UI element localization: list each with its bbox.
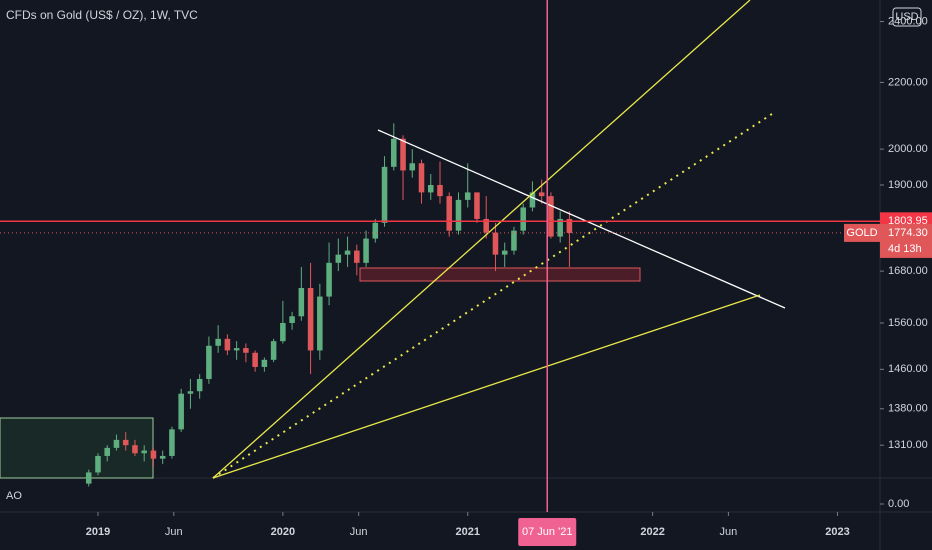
crosshair-label-box: [518, 518, 577, 546]
trend-line: [212, 294, 761, 479]
candle-body: [483, 218, 489, 233]
candle-body: [159, 455, 166, 459]
y-tick-label: 1900.00: [888, 179, 928, 191]
candle-body: [427, 185, 434, 193]
currency[interactable]: USD: [895, 11, 918, 23]
trend-line: [377, 129, 786, 309]
candle-body: [566, 218, 573, 233]
x-tick-label: Jun: [720, 526, 738, 538]
candle-body: [261, 359, 268, 367]
candle-body: [307, 287, 314, 351]
y-tick-label: 2400.00: [888, 15, 928, 27]
countdown-label: 4d 13h: [888, 243, 922, 255]
candle-body: [233, 348, 240, 351]
candle-body: [400, 138, 406, 171]
x-tick-label: 2019: [86, 526, 110, 538]
candle-body: [529, 192, 536, 208]
support-zone: [359, 267, 641, 282]
last-price-label: 1774.30: [888, 227, 928, 239]
candle-body: [206, 345, 212, 379]
candle-body: [354, 250, 360, 263]
candle-body: [122, 439, 129, 446]
candle-body: [344, 250, 351, 255]
candle-body: [85, 472, 92, 484]
candle-body: [474, 192, 480, 219]
candle-body: [492, 232, 499, 255]
candle-body: [548, 196, 554, 237]
candle-body: [224, 338, 231, 351]
candle-body: [455, 199, 462, 231]
candle-body: [381, 166, 388, 223]
candle-body: [464, 192, 471, 200]
candle-body: [169, 429, 175, 456]
candle-body: [243, 348, 249, 353]
x-tick-label: Jun: [165, 526, 183, 538]
x-tick-label: Jun: [350, 526, 368, 538]
candle-body: [132, 445, 138, 454]
last-price-box: [880, 223, 932, 258]
candle-body: [372, 222, 379, 239]
candle-body: [446, 196, 453, 231]
candle-body: [215, 338, 221, 346]
candle-body: [391, 138, 397, 167]
range-box: [0, 417, 154, 479]
candle-body: [501, 250, 508, 255]
candle-body: [270, 341, 277, 360]
x-tick-label: 2020: [271, 526, 295, 538]
y-tick-label: 1560.00: [888, 317, 928, 329]
candle-body: [187, 391, 194, 394]
candle-body: [363, 238, 369, 263]
candle-body: [538, 192, 545, 197]
candle-body: [317, 296, 323, 351]
candle-body: [557, 218, 563, 237]
symbol-label: GOLD: [846, 227, 877, 239]
y-tick-label: 1680.00: [888, 265, 928, 277]
currency-box[interactable]: [892, 7, 922, 27]
candle-body: [196, 378, 203, 392]
candle-body: [95, 455, 101, 473]
candle-body: [178, 393, 184, 430]
y-tick-label: 1460.00: [888, 363, 928, 375]
candle-body: [326, 262, 332, 297]
x-tick-label: 2021: [455, 526, 479, 538]
symbol-box: [844, 223, 880, 242]
candle-body: [298, 287, 305, 317]
candle-body: [141, 450, 147, 454]
candle-body: [335, 254, 342, 263]
candle-body: [511, 230, 517, 251]
chart-title: CFDs on Gold (US$ / OZ), 1W, TVC: [6, 8, 198, 22]
candle-body: [150, 450, 157, 459]
candle-body: [280, 322, 286, 342]
x-tick-label: 2022: [640, 526, 664, 538]
candle-body: [409, 163, 416, 171]
indicator-tick-label: 0.00: [888, 498, 909, 510]
candle-body: [113, 439, 120, 448]
x-tick-label: 2023: [825, 526, 849, 538]
candle-body: [252, 352, 258, 367]
y-tick-label: 1310.00: [888, 439, 928, 451]
crosshair-label: 07 Jun '21: [522, 526, 572, 538]
candle-body: [104, 447, 110, 456]
candle-body: [437, 185, 443, 197]
y-tick-label: 1380.00: [888, 403, 928, 415]
candle-body: [418, 163, 425, 193]
candle-body: [289, 316, 295, 323]
candle-body: [520, 207, 526, 231]
y-tick-label: 2000.00: [888, 143, 928, 155]
indicator-name: AO: [6, 490, 22, 502]
y-tick-label: 2200.00: [888, 76, 928, 88]
trend-line: [212, 0, 751, 479]
